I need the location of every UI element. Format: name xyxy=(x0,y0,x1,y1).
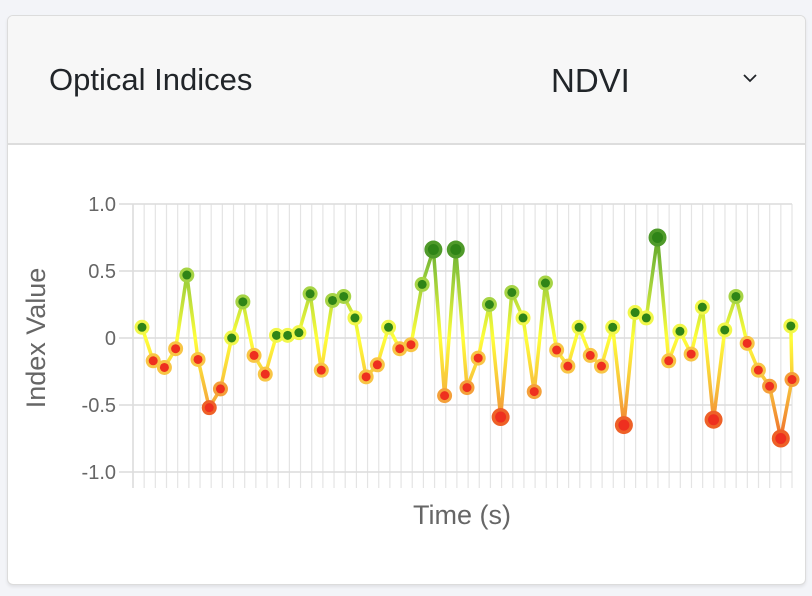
y-tick-label: 1.0 xyxy=(88,194,116,216)
data-point-core xyxy=(193,354,203,364)
data-point-core xyxy=(630,308,640,318)
data-point-core xyxy=(618,419,630,431)
data-point-core xyxy=(316,365,326,375)
data-point-core xyxy=(450,244,462,256)
data-point-core xyxy=(473,353,483,363)
data-point-core xyxy=(664,356,674,366)
data-point-core xyxy=(406,340,416,350)
data-point-core xyxy=(552,345,562,355)
selected-index: NDVI xyxy=(551,62,630,99)
data-point-core xyxy=(596,361,606,371)
data-point-core xyxy=(540,278,550,288)
y-tick-label: -0.5 xyxy=(82,395,116,417)
data-point-core xyxy=(350,313,360,323)
data-point-core xyxy=(529,387,539,397)
data-point-core xyxy=(271,330,281,340)
y-tick-label: 0.5 xyxy=(88,261,116,283)
data-point-core xyxy=(227,333,237,343)
card-header: Optical Indices NDVI xyxy=(8,16,805,145)
data-point-core xyxy=(786,321,796,331)
data-point-core xyxy=(137,322,147,332)
data-point-core xyxy=(462,383,472,393)
data-point-core xyxy=(641,313,651,323)
data-point-core xyxy=(720,325,730,335)
data-point-core xyxy=(215,384,225,394)
data-point-core xyxy=(484,300,494,309)
data-point-core xyxy=(708,414,720,426)
data-point-core xyxy=(427,244,439,256)
index-selector[interactable]: NDVI xyxy=(508,56,778,106)
y-axis-ticks: 1.0 0.5 0 -0.5 -1.0 xyxy=(82,194,116,484)
data-point-core xyxy=(787,375,797,385)
data-point-core xyxy=(775,433,787,444)
data-point-core xyxy=(686,349,696,359)
data-point-core xyxy=(294,328,304,338)
chevron-down-icon xyxy=(743,74,757,83)
data-point-core xyxy=(148,356,158,366)
data-point-core xyxy=(159,362,169,372)
data-point-core xyxy=(417,279,427,289)
data-point-core xyxy=(361,372,371,382)
x-axis-label: Time (s) xyxy=(413,500,511,530)
data-point-core xyxy=(585,350,595,360)
data-point-core xyxy=(283,330,293,340)
data-point-core xyxy=(384,322,394,332)
data-point-core xyxy=(518,313,528,323)
data-point-core xyxy=(753,365,763,375)
data-point-core xyxy=(507,287,517,297)
data-point-core xyxy=(339,291,349,301)
optical-indices-card: Optical Indices NDVI xyxy=(7,15,806,585)
data-point-core xyxy=(305,289,315,299)
ndvi-markers xyxy=(134,228,800,448)
data-point-core xyxy=(652,232,664,243)
data-point-core xyxy=(204,403,214,413)
data-point-core xyxy=(260,369,270,379)
data-point-core xyxy=(742,338,752,348)
data-point-core xyxy=(697,302,707,312)
card-title: Optical Indices xyxy=(49,62,253,97)
y-tick-label: 0 xyxy=(105,328,116,350)
data-point-core xyxy=(395,344,405,354)
data-point-core xyxy=(171,344,181,354)
data-point-core xyxy=(182,270,192,280)
data-point-core xyxy=(731,291,741,301)
data-point-core xyxy=(328,295,338,305)
y-axis-label: Index Value xyxy=(21,268,51,409)
data-point-core xyxy=(372,360,382,370)
data-point-core xyxy=(608,322,618,332)
data-point-core xyxy=(765,381,775,391)
y-tick-label: -1.0 xyxy=(82,462,116,484)
data-point-core xyxy=(495,411,507,423)
data-point-core xyxy=(675,326,685,336)
data-point-core xyxy=(440,391,450,401)
data-point-core xyxy=(563,361,573,371)
data-point-core xyxy=(238,297,248,307)
data-point-core xyxy=(249,350,259,360)
ndvi-series xyxy=(140,237,794,439)
data-point-core xyxy=(574,322,584,332)
